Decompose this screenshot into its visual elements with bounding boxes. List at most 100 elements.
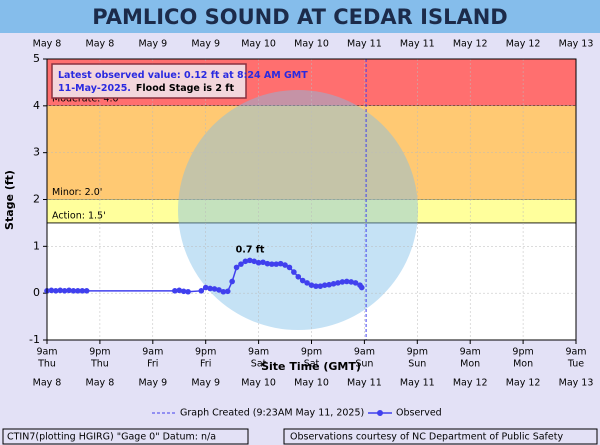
data-point <box>264 260 271 267</box>
x-tick-label: 9am <box>248 347 269 358</box>
x-tick-label: 9am <box>354 347 375 358</box>
x-tick-day: Thu <box>90 359 109 370</box>
data-point <box>202 284 209 291</box>
data-point <box>70 288 77 294</box>
top-date: May 8 <box>86 39 115 50</box>
flood-label: Minor: 2.0' <box>52 187 102 198</box>
top-date: May 10 <box>294 39 329 50</box>
chart-title: PAMLICO SOUND AT CEDAR ISLAND <box>92 5 508 29</box>
data-point <box>339 279 346 285</box>
info-box <box>51 63 247 99</box>
y-tick-label: 3 <box>33 146 40 159</box>
x-tick-date: May 12 <box>453 378 488 389</box>
x-tick-day: Fri <box>147 359 158 370</box>
data-point <box>53 288 59 294</box>
x-tick-day: Thu <box>37 359 56 370</box>
data-point <box>57 287 64 294</box>
data-point <box>326 281 332 288</box>
data-point <box>238 261 244 267</box>
x-tick-label: 9am <box>460 347 481 358</box>
data-point <box>176 287 183 294</box>
data-point <box>48 287 55 294</box>
top-date: May 11 <box>347 39 382 50</box>
footer-right: Observations courtesy of NC Department o… <box>290 432 563 443</box>
data-point <box>321 282 328 289</box>
top-date: May 9 <box>138 39 167 50</box>
data-point <box>180 288 187 295</box>
data-point <box>211 286 218 292</box>
data-point <box>233 264 240 271</box>
x-tick-label: 9am <box>36 347 57 358</box>
data-point <box>172 288 178 294</box>
top-date: May 11 <box>400 39 435 50</box>
data-point <box>224 288 231 295</box>
data-point <box>282 262 288 268</box>
x-tick-date: May 8 <box>33 378 62 389</box>
x-tick-date: May 9 <box>138 378 167 389</box>
y-tick-label: 1 <box>33 239 40 252</box>
x-tick-label: 9am <box>565 347 586 358</box>
data-point <box>291 269 297 275</box>
plot-area: Moderate: 4.0' Minor: 2.0' Action: 1.5' 0.7… <box>43 58 577 344</box>
info-text: Latest observed value: 0.12 ft at 8:24 A… <box>58 70 308 94</box>
x-tick-day: Mon <box>460 359 480 370</box>
x-tick-label: 9am <box>142 347 163 358</box>
x-tick-label: 9pm <box>195 347 216 358</box>
x-tick-date: May 10 <box>294 378 329 389</box>
x-tick-date: May 13 <box>559 378 594 389</box>
data-point <box>66 287 72 294</box>
data-point <box>358 284 365 291</box>
watermark <box>178 90 418 330</box>
data-point <box>299 277 306 284</box>
x-tick-date: May 9 <box>191 378 220 389</box>
flood-label: Moderate: 4.0' <box>52 93 121 104</box>
x-tick-label: 9pm <box>301 347 322 358</box>
top-date: May 13 <box>559 39 594 50</box>
top-date: May 9 <box>191 39 220 50</box>
x-tick-day: Sat <box>304 359 320 370</box>
data-point <box>246 257 253 264</box>
data-point <box>313 283 319 289</box>
footer-right-box <box>283 428 598 445</box>
x-tick-label: 9pm <box>89 347 110 358</box>
data-point <box>286 264 293 271</box>
data-point <box>79 288 86 294</box>
x-tick-date: May 8 <box>86 378 115 389</box>
peak-label: 0.7 ft <box>236 245 265 256</box>
data-point <box>352 280 359 286</box>
legend-observed-marker <box>377 410 383 416</box>
y-tick-label: 4 <box>33 99 40 112</box>
title-bar <box>0 0 600 33</box>
latest-note: Latest observed value: 0.12 ft at 8:24 A… <box>58 70 308 94</box>
data-point <box>75 288 81 294</box>
legend-observed: Observed <box>396 408 442 419</box>
data-point <box>269 261 275 267</box>
y-tick-label: 5 <box>33 52 40 65</box>
data-point <box>242 258 249 265</box>
data-point <box>251 258 257 265</box>
data-point <box>277 260 284 267</box>
legend-created: Graph Created (9:23AM May 11, 2025) <box>180 408 364 419</box>
x-tick-day: Sat <box>251 359 267 370</box>
x-tick-date: May 11 <box>347 378 382 389</box>
data-point <box>61 288 68 294</box>
data-point <box>198 288 205 294</box>
data-point <box>185 288 191 295</box>
x-tick-day: Sun <box>408 359 426 370</box>
footer-left-box <box>2 428 249 445</box>
top-date: May 8 <box>33 39 62 50</box>
data-point <box>330 281 337 287</box>
data-point <box>229 278 235 285</box>
footer-left: CTIN7(plotting HGIRG) "Gage 0" Datum: n/… <box>7 432 216 443</box>
plot-frame <box>46 58 577 341</box>
y-tick-label: -1 <box>29 333 40 346</box>
data-point <box>335 280 341 286</box>
flood-note: Flood Stage is 2 ft <box>136 83 235 94</box>
data-point <box>273 261 280 267</box>
x-axis-label: Site Time (GMT) <box>261 360 361 373</box>
x-tick-day: Tue <box>567 359 584 370</box>
data-point <box>83 288 90 294</box>
data-point <box>348 279 354 285</box>
